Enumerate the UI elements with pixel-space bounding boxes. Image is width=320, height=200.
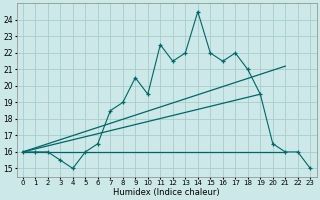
X-axis label: Humidex (Indice chaleur): Humidex (Indice chaleur) <box>113 188 220 197</box>
